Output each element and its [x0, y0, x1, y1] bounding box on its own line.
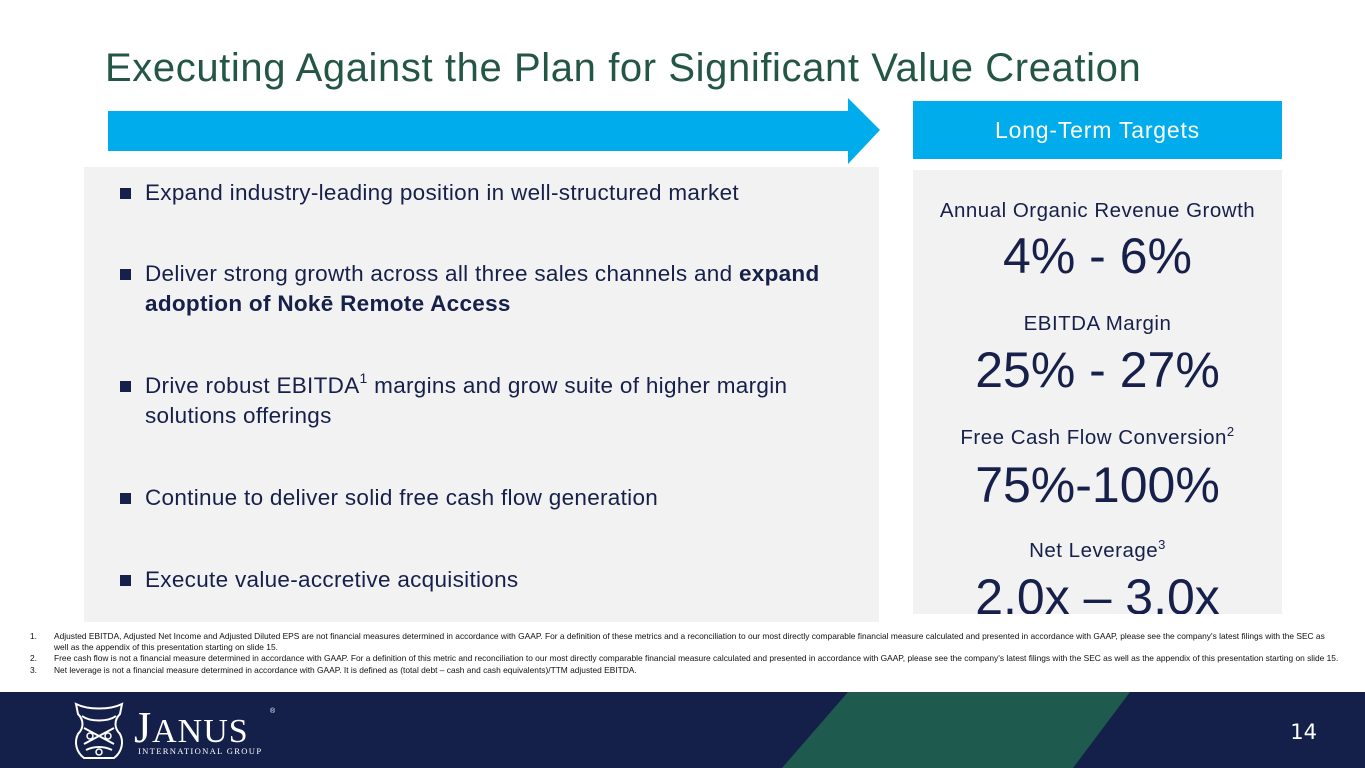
slide-title: Executing Against the Plan for Significa… — [105, 46, 1142, 90]
footnote: 1. Adjusted EBITDA, Adjusted Net Income … — [30, 631, 1325, 653]
footer-green-stripe — [782, 692, 1130, 768]
square-bullet-icon — [120, 269, 131, 280]
page-number: 14 — [1290, 720, 1317, 744]
footnote-ref: 1 — [359, 369, 368, 386]
target-value: 4% - 6% — [1003, 228, 1192, 284]
plan-bullet: Deliver strong growth across all three s… — [120, 259, 869, 319]
bullet-bold-text: expand adoption of Nokē Remote Access — [145, 261, 820, 316]
plan-panel: Expand industry-leading position in well… — [84, 167, 879, 622]
square-bullet-icon — [120, 493, 131, 504]
target-label: Annual Organic Revenue Growth — [939, 199, 1256, 222]
targets-header: Long-Term Targets — [913, 101, 1282, 159]
janus-emblem-icon — [74, 702, 124, 759]
plan-bullet: Execute value-accretive acquisitions — [120, 565, 869, 595]
footnote-ref: 2 — [1226, 424, 1235, 440]
footer-band: JANUS ® INTERNATIONAL GROUP 14 — [0, 692, 1365, 768]
footnote: 3. Net leverage is not a financial measu… — [30, 664, 637, 675]
plan-bullet: Drive robust EBITDA1 margins and grow su… — [120, 371, 869, 431]
progress-arrow-graphic — [108, 98, 880, 164]
square-bullet-icon — [120, 381, 131, 392]
plan-bullet: Expand industry-leading position in well… — [120, 178, 869, 208]
target-label: EBITDA Margin — [1023, 312, 1172, 335]
target-value: 25% - 27% — [975, 342, 1220, 398]
footnotes: 1. Adjusted EBITDA, Adjusted Net Income … — [30, 631, 1340, 676]
target-value: 75%-100% — [975, 457, 1220, 513]
plan-bullet: Continue to deliver solid free cash flow… — [120, 483, 869, 513]
targets-panel: Annual Organic Revenue Growth 4% - 6% EB… — [913, 170, 1282, 614]
logo-subtitle: INTERNATIONAL GROUP — [138, 746, 263, 756]
target-value: 2.0x – 3.0x — [975, 569, 1220, 614]
logo-wordmark: JANUS — [134, 703, 249, 752]
footnote-ref: 3 — [1158, 537, 1166, 553]
target-label: Free Cash Flow Conversion2 — [960, 424, 1235, 449]
square-bullet-icon — [120, 575, 131, 586]
footnote: 2. Free cash flow is not a financial mea… — [30, 653, 1339, 664]
target-label: Net Leverage3 — [1029, 537, 1166, 562]
janus-logo: JANUS ® INTERNATIONAL GROUP — [70, 698, 280, 762]
square-bullet-icon — [120, 188, 131, 199]
